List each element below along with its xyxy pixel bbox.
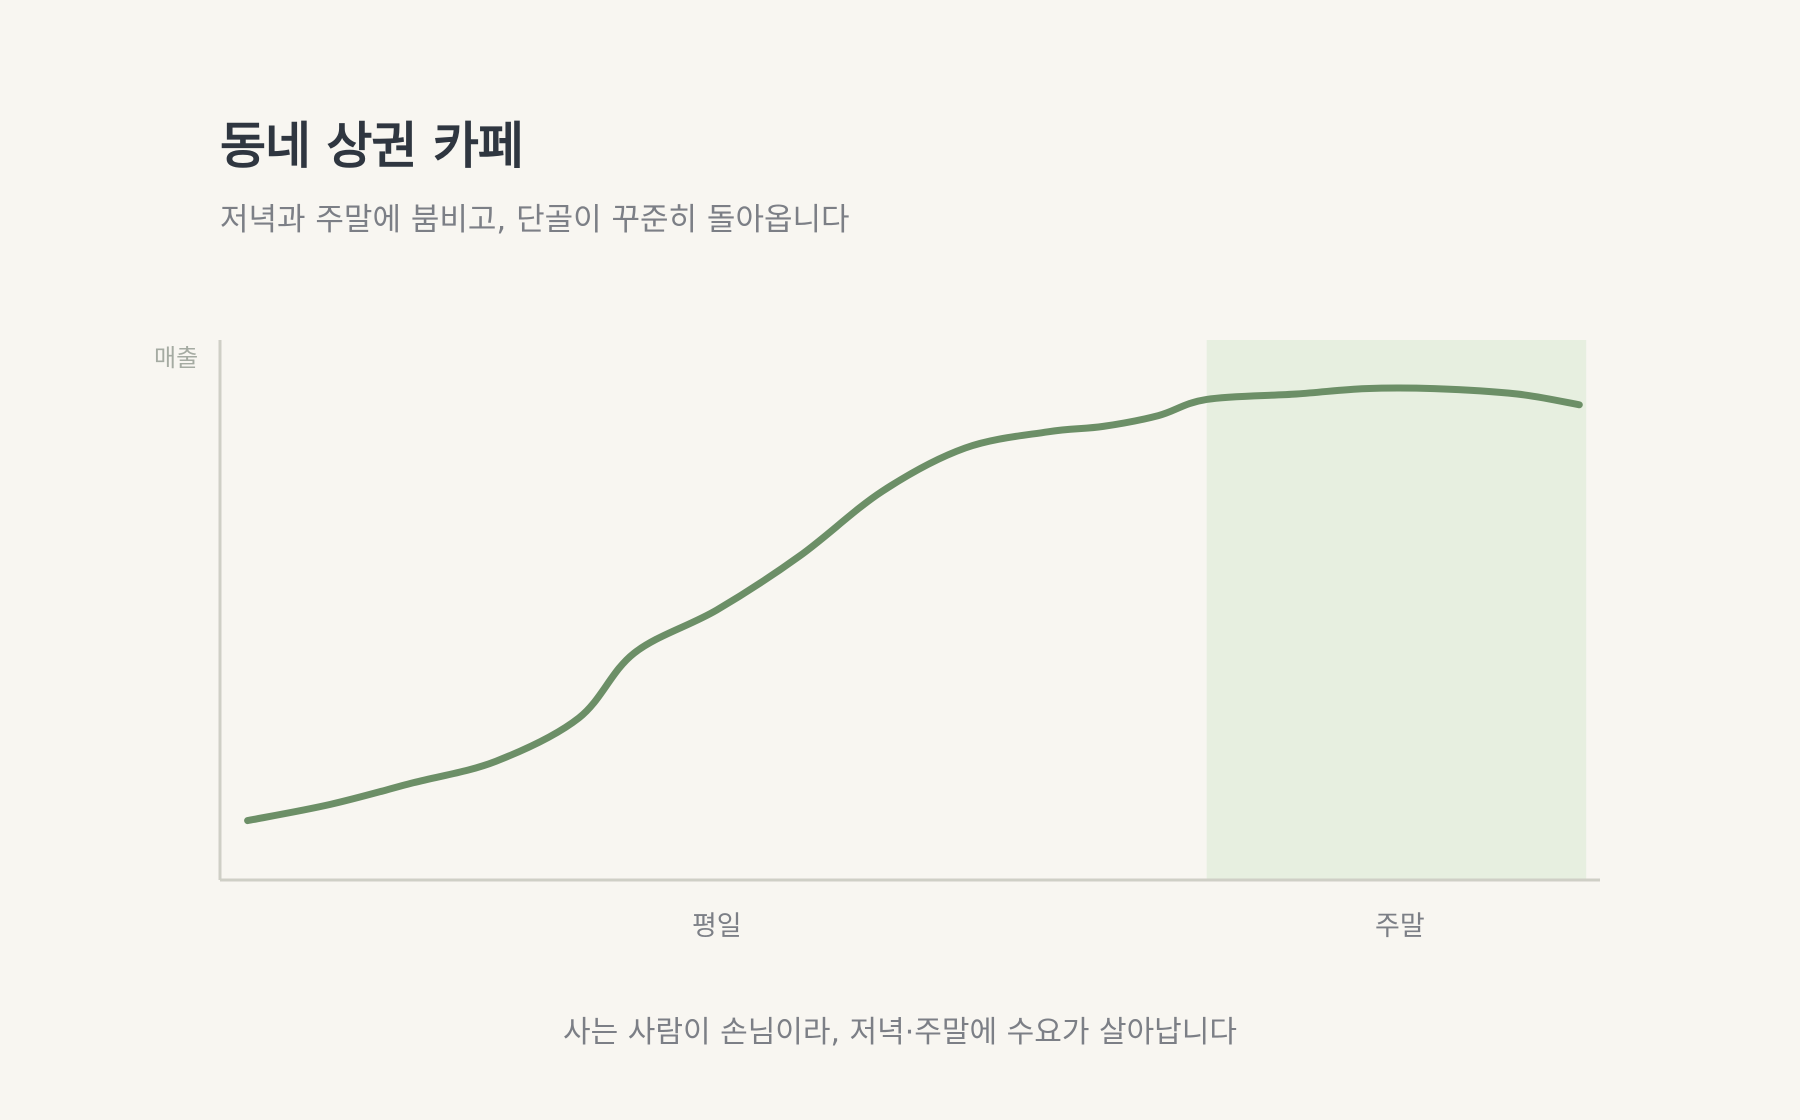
chart-subtitle: 저녁과 주말에 붐비고, 단골이 꾸준히 돌아옵니다 — [220, 202, 850, 238]
x-tick-labels: 평일 주말 — [692, 911, 1425, 942]
x-tick-label-1: 주말 — [1375, 911, 1425, 942]
chart-title: 동네 상권 카페 — [220, 117, 524, 175]
y-axis-label: 매출 — [154, 344, 199, 372]
chart-footnote: 사는 사람이 손님이라, 저녁·주말에 수요가 살아납니다 — [563, 1015, 1237, 1050]
x-tick-label-0: 평일 — [692, 911, 742, 942]
weekend-highlight-band — [1206, 340, 1587, 880]
sales-line — [244, 384, 1583, 825]
